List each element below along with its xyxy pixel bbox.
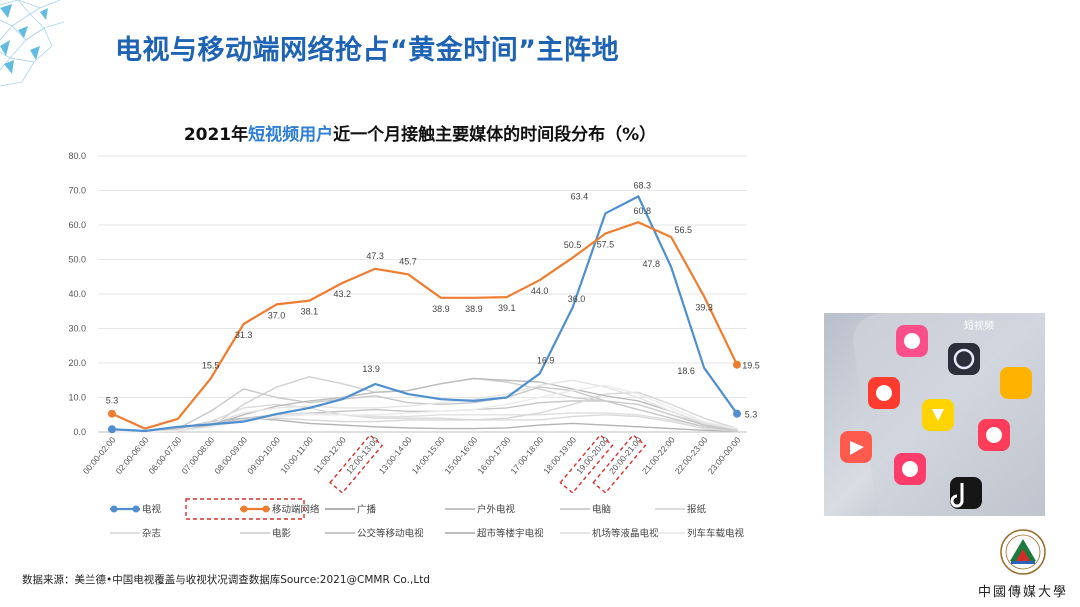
series-line bbox=[111, 384, 738, 433]
data-label: 43.2 bbox=[333, 289, 351, 299]
data-label: 36.0 bbox=[568, 294, 586, 304]
series-line bbox=[110, 195, 739, 433]
x-tick-label: 23:00-00:00 bbox=[706, 435, 743, 476]
series-point-marker bbox=[733, 409, 741, 418]
data-label: 50.5 bbox=[564, 240, 582, 250]
legend-label: 移动端网络 bbox=[272, 504, 320, 516]
data-label: 19.5 bbox=[742, 361, 760, 371]
data-label: 31.3 bbox=[235, 330, 253, 340]
data-label: 56.5 bbox=[674, 225, 692, 235]
data-label: 37.0 bbox=[268, 310, 286, 320]
data-label: 60.8 bbox=[634, 206, 652, 216]
x-tick-label: 08:00-09:00 bbox=[212, 435, 249, 476]
data-label: 44.0 bbox=[531, 286, 549, 296]
x-tick-label: 20:00-21:00 bbox=[607, 435, 644, 476]
x-tick-label: 18:00-19:00 bbox=[541, 435, 578, 476]
data-label: 38.9 bbox=[465, 304, 483, 314]
legend-marker bbox=[110, 505, 118, 513]
data-label: 18.6 bbox=[677, 366, 695, 376]
legend-label: 超市等楼宇电视 bbox=[477, 528, 544, 540]
university-logo: 中國傳媒大學 bbox=[978, 525, 1068, 603]
data-label: 13.9 bbox=[362, 364, 380, 374]
chart-title: 2021年短视频用户近一个月接触主要媒体的时间段分布（%） bbox=[0, 120, 840, 145]
legend-label: 报纸 bbox=[687, 504, 707, 516]
legend-highlight-box bbox=[185, 498, 305, 520]
x-tick-label: 09:00-10:00 bbox=[245, 435, 282, 476]
y-tick-label: 30.0 bbox=[68, 324, 86, 334]
chart-title-prefix: 2021年 bbox=[183, 125, 249, 145]
data-label: 63.4 bbox=[571, 191, 589, 201]
x-tick-label: 21:00-22:00 bbox=[640, 435, 677, 476]
legend-label: 机场等液晶电视 bbox=[592, 528, 659, 540]
legend-marker bbox=[132, 505, 140, 513]
legend-label: 户外电视 bbox=[477, 504, 516, 516]
y-tick-label: 10.0 bbox=[68, 393, 86, 403]
x-tick-label: 12:00-13:00 bbox=[344, 435, 381, 476]
legend-label: 杂志 bbox=[142, 528, 161, 540]
series-point-marker bbox=[108, 409, 116, 418]
y-tick-label: 20.0 bbox=[68, 358, 86, 368]
time-distribution-line-chart: 0.0 10.0 20.0 30.0 40.0 50.0 60.0 70.0 80.0 00:00… bbox=[68, 151, 760, 540]
series-line bbox=[111, 386, 738, 433]
data-label: 47.3 bbox=[366, 251, 384, 261]
x-tick-label: 15:00-16:00 bbox=[443, 435, 480, 476]
x-tick-label: 14:00-15:00 bbox=[410, 435, 447, 476]
series-line bbox=[111, 403, 738, 433]
data-label: 57.5 bbox=[597, 240, 615, 250]
data-label: 38.1 bbox=[301, 307, 319, 317]
app-icon-grid bbox=[840, 325, 1032, 509]
x-tick-label: 13:00-14:00 bbox=[377, 435, 414, 476]
series-point-marker bbox=[733, 360, 741, 369]
data-label: 16.9 bbox=[537, 356, 555, 366]
legend-label: 电脑 bbox=[592, 504, 611, 516]
x-tick-label: 22:00-23:00 bbox=[673, 435, 710, 476]
data-label: 39.3 bbox=[695, 302, 713, 312]
x-tick-label: 19:00-20:00 bbox=[574, 435, 611, 476]
y-tick-label: 60.0 bbox=[68, 220, 86, 230]
chart-title-suffix: 近一个月接触主要媒体的时间段分布（%） bbox=[333, 125, 657, 145]
photo-caption: 短视频 bbox=[964, 319, 994, 332]
x-tick-label: 16:00-17:00 bbox=[475, 435, 512, 476]
y-tick-label: 70.0 bbox=[68, 186, 86, 196]
chart-title-highlight: 短视频用户 bbox=[248, 125, 334, 145]
data-label: 38.9 bbox=[432, 304, 450, 314]
legend-label: 广播 bbox=[357, 504, 377, 516]
legend-marker bbox=[262, 505, 270, 513]
series-line bbox=[110, 221, 739, 430]
y-tick-label: 40.0 bbox=[68, 289, 86, 299]
data-label: 15.5 bbox=[202, 361, 220, 371]
x-tick-label: 06:00-07:00 bbox=[146, 435, 183, 476]
x-tick-label: 07:00-08:00 bbox=[179, 435, 216, 476]
series-point-marker bbox=[108, 425, 116, 434]
category-highlight-box bbox=[329, 434, 384, 494]
x-tick-label: 17:00-18:00 bbox=[508, 435, 545, 476]
x-tick-label: 11:00-12:00 bbox=[311, 435, 348, 476]
x-tick-label: 10:00-11:00 bbox=[278, 435, 315, 476]
data-label: 39.1 bbox=[498, 303, 516, 313]
legend-label: 电影 bbox=[272, 528, 292, 540]
y-tick-label: 80.0 bbox=[68, 151, 86, 161]
x-tick-label: 00:00-02:00 bbox=[81, 435, 118, 476]
data-label: 5.3 bbox=[106, 396, 119, 406]
corner-network-decoration bbox=[0, 0, 65, 87]
data-source-note: 数据来源：美兰德•中国电视覆盖与收视状况调查数据库Source:2021@CMM… bbox=[22, 574, 430, 586]
slide-title: 电视与移动端网络抢占“黄金时间”主阵地 bbox=[115, 35, 619, 66]
data-label: 5.3 bbox=[745, 410, 758, 420]
short-video-apps-photo: 短视频 bbox=[824, 313, 1045, 516]
data-label: 47.8 bbox=[642, 259, 660, 269]
y-tick-label: 0.0 bbox=[73, 427, 86, 437]
x-tick-label: 02:00-06:00 bbox=[114, 435, 151, 476]
series-line bbox=[111, 379, 738, 433]
legend-label: 列车车载电视 bbox=[687, 528, 745, 540]
university-name: 中國傳媒大學 bbox=[978, 585, 1069, 600]
legend-label: 电视 bbox=[142, 504, 162, 516]
y-tick-label: 50.0 bbox=[68, 255, 86, 265]
data-label: 45.7 bbox=[399, 256, 417, 266]
university-seal-icon bbox=[1000, 529, 1046, 575]
legend-label: 公交等移动电视 bbox=[357, 528, 424, 540]
legend-marker bbox=[240, 505, 248, 513]
data-label: 68.3 bbox=[634, 180, 652, 190]
